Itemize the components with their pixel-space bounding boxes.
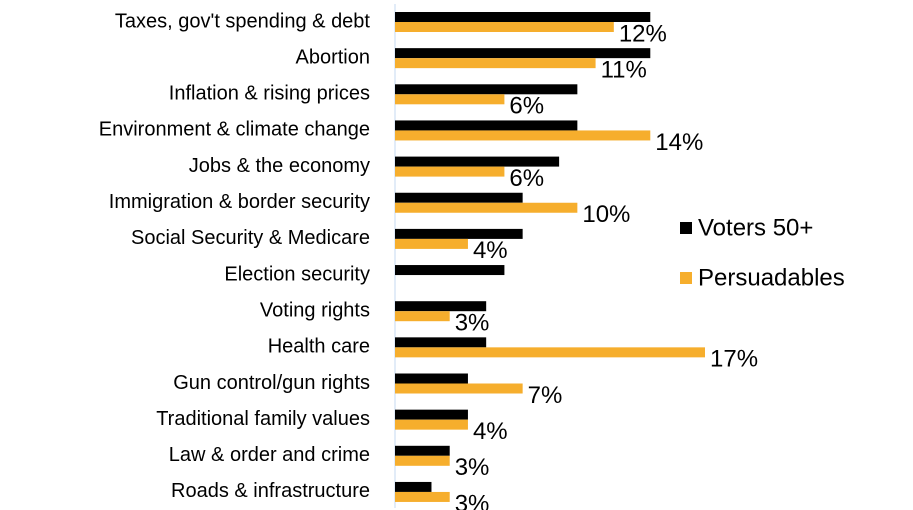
bar: [395, 130, 651, 141]
bar: [395, 192, 523, 203]
bar: [395, 48, 651, 59]
value-label: 6%: [509, 93, 544, 120]
category-label: Law & order and crime: [169, 444, 370, 466]
value-label: 12%: [619, 20, 667, 47]
legend-swatch: [680, 272, 692, 284]
category-label: Taxes, gov't spending & debt: [115, 10, 371, 32]
bar: [395, 120, 578, 131]
category-label: Immigration & border security: [109, 191, 370, 213]
bar: [395, 94, 505, 105]
value-label: 4%: [473, 418, 508, 445]
bar: [395, 347, 705, 358]
bar: [395, 311, 450, 322]
bar: [395, 58, 596, 69]
category-label: Health care: [268, 336, 370, 358]
value-label: 7%: [528, 382, 563, 409]
category-label: Voting rights: [260, 299, 370, 321]
value-label: 4%: [473, 237, 508, 264]
bar: [395, 481, 432, 492]
bar: [395, 409, 468, 420]
bar: [395, 419, 468, 430]
bar: [395, 383, 523, 394]
legend-label: Persuadables: [698, 264, 845, 291]
bar: [395, 491, 450, 502]
value-label: 6%: [509, 165, 544, 192]
category-label: Gun control/gun rights: [173, 372, 370, 394]
bar: [395, 22, 614, 32]
bar: [395, 373, 468, 384]
legend-swatch: [680, 222, 692, 234]
legend-label: Voters 50+: [698, 214, 813, 241]
bar: [395, 445, 450, 456]
category-label: Traditional family values: [156, 408, 370, 430]
bar: [395, 202, 578, 213]
category-label: Election security: [224, 263, 370, 285]
value-label: 17%: [710, 346, 758, 373]
value-label: 10%: [582, 201, 630, 228]
bar: [395, 166, 505, 177]
category-label: Environment & climate change: [99, 119, 370, 141]
bar: [395, 265, 505, 276]
value-label: 3%: [455, 490, 490, 510]
category-label: Roads & infrastructure: [171, 480, 370, 502]
value-label: 14%: [655, 129, 703, 156]
bar: [395, 455, 450, 466]
value-label: 3%: [455, 310, 490, 337]
bar: [395, 228, 523, 239]
value-label: 11%: [601, 56, 647, 83]
bar: [395, 301, 487, 312]
bar: [395, 84, 578, 95]
bar: [395, 238, 468, 249]
category-label: Inflation & rising prices: [169, 83, 370, 105]
value-label: 3%: [455, 454, 490, 481]
category-label: Abortion: [296, 46, 371, 68]
bar: [395, 12, 651, 22]
category-label: Social Security & Medicare: [131, 227, 370, 249]
bar: [395, 337, 487, 348]
bar: [395, 156, 560, 167]
category-label: Jobs & the economy: [189, 155, 370, 177]
